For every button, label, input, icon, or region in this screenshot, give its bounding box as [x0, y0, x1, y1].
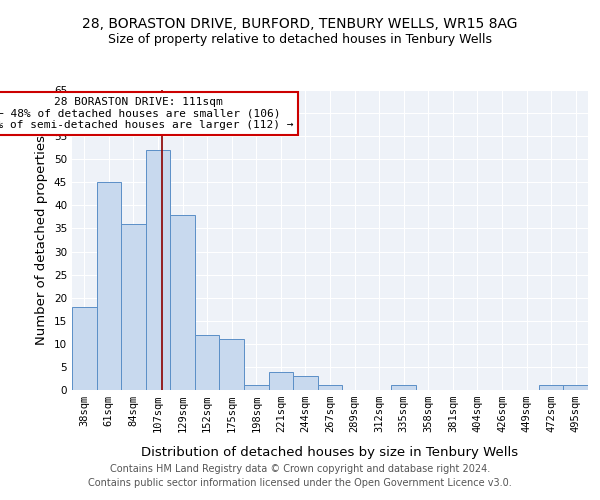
Bar: [97, 182, 121, 390]
Bar: [318, 386, 342, 390]
Bar: [72, 307, 97, 390]
Text: Contains HM Land Registry data © Crown copyright and database right 2024.
Contai: Contains HM Land Registry data © Crown c…: [88, 464, 512, 487]
Bar: [391, 386, 416, 390]
Bar: [293, 376, 318, 390]
Bar: [244, 386, 269, 390]
Bar: [195, 334, 220, 390]
Bar: [563, 386, 588, 390]
Bar: [220, 339, 244, 390]
Text: 28 BORASTON DRIVE: 111sqm
← 48% of detached houses are smaller (106)
50% of semi: 28 BORASTON DRIVE: 111sqm ← 48% of detac…: [0, 97, 293, 130]
Bar: [170, 214, 195, 390]
X-axis label: Distribution of detached houses by size in Tenbury Wells: Distribution of detached houses by size …: [142, 446, 518, 459]
Bar: [121, 224, 146, 390]
Text: Size of property relative to detached houses in Tenbury Wells: Size of property relative to detached ho…: [108, 32, 492, 46]
Text: 28, BORASTON DRIVE, BURFORD, TENBURY WELLS, WR15 8AG: 28, BORASTON DRIVE, BURFORD, TENBURY WEL…: [82, 18, 518, 32]
Bar: [146, 150, 170, 390]
Bar: [539, 386, 563, 390]
Y-axis label: Number of detached properties: Number of detached properties: [35, 135, 49, 345]
Bar: [269, 372, 293, 390]
